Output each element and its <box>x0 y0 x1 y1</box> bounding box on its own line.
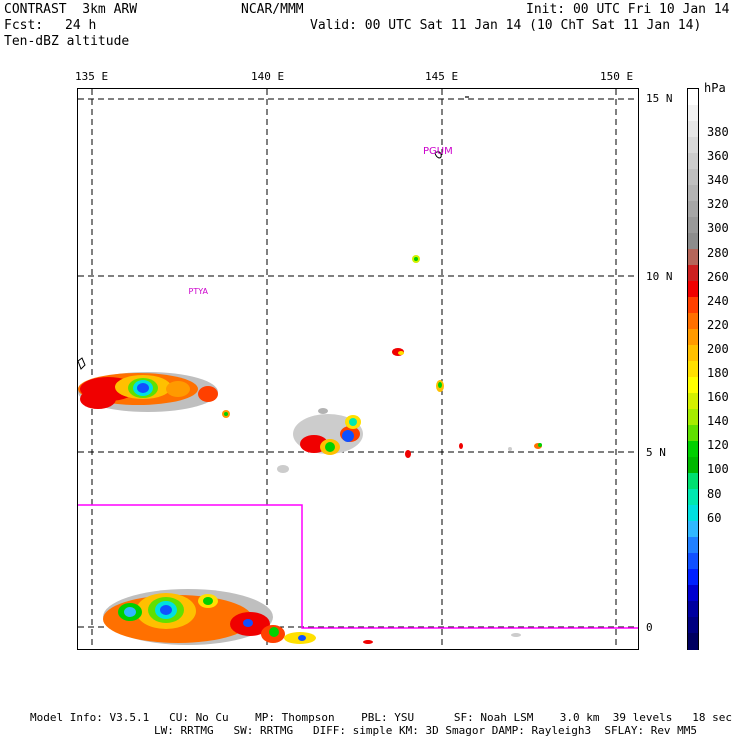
lat-label-10n: 10 N <box>646 270 673 283</box>
colorbar-swatch <box>688 345 698 362</box>
colorbar-swatch <box>688 585 698 602</box>
lon-label-145: 145 E <box>425 70 459 83</box>
colorbar-swatch <box>688 297 698 314</box>
colorbar-tick-label: 260 <box>707 269 729 284</box>
colorbar-swatch <box>688 521 698 538</box>
colorbar-swatch <box>688 457 698 474</box>
colorbar-tick-label: 300 <box>707 221 729 236</box>
station-label-pgum: PGUM <box>423 145 453 157</box>
colorbar-swatch <box>688 393 698 410</box>
lon-label-135: 135 E <box>75 70 109 83</box>
model-title: CONTRAST 3km ARW <box>4 2 138 17</box>
colorbar-swatch <box>688 201 698 218</box>
colorbar-swatch <box>688 617 698 634</box>
colorbar-tick-label: 140 <box>707 414 729 429</box>
colorbar-swatch <box>688 217 698 234</box>
model-info-line1: Model Info: V3.5.1 CU: No Cu MP: Thompso… <box>30 711 732 724</box>
colorbar-swatch <box>688 89 698 106</box>
guam-coastline <box>434 151 442 159</box>
colorbar-tick-label: 80 <box>707 486 722 501</box>
colorbar-swatch <box>688 105 698 122</box>
colorbar-swatch <box>688 313 698 330</box>
colorbar-swatch <box>688 633 698 650</box>
colorbar-swatch <box>688 409 698 426</box>
colorbar-swatch <box>688 185 698 202</box>
colorbar-swatch <box>688 361 698 378</box>
lat-label-15n: 15 N <box>646 92 673 105</box>
lon-label-140: 140 E <box>251 70 285 83</box>
colorbar-swatch <box>688 233 698 250</box>
echo-cluster-south <box>103 589 521 645</box>
echo-scattered-cells <box>392 255 542 458</box>
map-panel[interactable]: PGUM PTYA <box>77 88 639 650</box>
colorbar-tick-label: 320 <box>707 197 729 212</box>
colorbar-tick-label: 340 <box>707 173 729 188</box>
colorbar-swatch <box>688 153 698 170</box>
colorbar-swatch <box>688 377 698 394</box>
colorbar-swatch <box>688 505 698 522</box>
echo-cluster-west <box>78 372 230 418</box>
colorbar-tick-label: 180 <box>707 366 729 380</box>
colorbar-swatch <box>688 569 698 586</box>
colorbar-tick-label: 100 <box>707 462 729 477</box>
echo-cluster-central <box>277 408 363 473</box>
colorbar-swatch <box>688 329 698 346</box>
colorbar-swatch <box>688 137 698 154</box>
center-label: NCAR/MMM <box>241 2 304 17</box>
colorbar-unit: hPa <box>704 81 726 95</box>
colorbar-tick-label: 60 <box>707 510 722 525</box>
colorbar-tick-label: 120 <box>707 438 729 453</box>
colorbar-swatch <box>688 281 698 298</box>
colorbar-tick-label: 280 <box>707 245 729 260</box>
colorbar-swatch <box>688 425 698 442</box>
lat-label-5n: 5 N <box>646 446 666 459</box>
init-time: Init: 00 UTC Fri 10 Jan 14 <box>526 2 730 17</box>
forecast-label: Fcst: <box>4 18 44 33</box>
lat-lon-grid <box>78 89 638 649</box>
valid-time: Valid: 00 UTC Sat 11 Jan 14 (10 ChT Sat … <box>310 18 702 33</box>
colorbar-tick-label: 240 <box>707 293 729 308</box>
map-canvas <box>78 89 638 649</box>
colorbar-swatch <box>688 537 698 554</box>
nest-domain-boundary <box>78 504 638 629</box>
colorbar-swatch <box>688 121 698 138</box>
colorbar-tick-label: 160 <box>707 390 729 405</box>
lon-label-150: 150 E <box>600 70 634 83</box>
colorbar <box>687 88 699 650</box>
forecast-hour: 24 h <box>65 18 97 33</box>
colorbar-swatch <box>688 169 698 186</box>
lat-label-0: 0 <box>646 621 653 634</box>
colorbar-tick-label: 380 <box>707 125 729 139</box>
colorbar-tick-label: 200 <box>707 341 729 356</box>
colorbar-swatch <box>688 489 698 506</box>
colorbar-swatch <box>688 553 698 570</box>
colorbar-tick-label: 360 <box>707 149 729 164</box>
colorbar-swatch <box>688 265 698 282</box>
colorbar-tick-label: 220 <box>707 317 729 332</box>
colorbar-swatch <box>688 249 698 266</box>
field-name: Ten-dBZ altitude <box>4 34 130 49</box>
colorbar-swatch <box>688 601 698 618</box>
colorbar-swatch <box>688 473 698 490</box>
station-label-ptya: PTYA <box>188 286 208 296</box>
colorbar-swatch <box>688 441 698 458</box>
island-coastline <box>78 357 86 370</box>
model-info-line2: LW: RRTMG SW: RRTMG DIFF: simple KM: 3D … <box>154 724 698 737</box>
